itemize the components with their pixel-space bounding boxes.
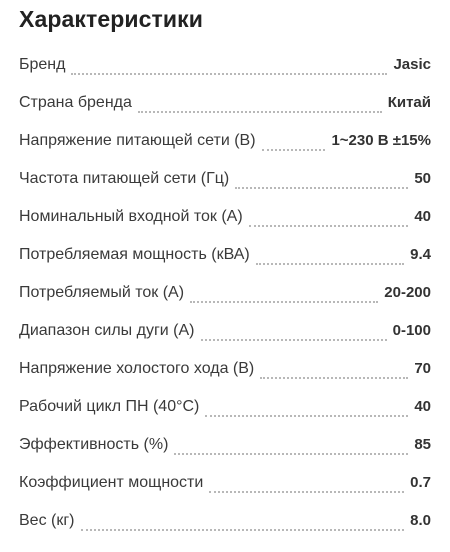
spec-row-efficiency: Эффективность (%) 85 (19, 426, 431, 464)
dotted-leader (200, 339, 387, 341)
spec-row-brand-country: Страна бренда Китай (19, 84, 431, 122)
spec-row-rated-input-current: Номинальный входной ток (А) 40 (19, 198, 431, 236)
spec-label: Вес (кг) (19, 512, 75, 529)
spec-row-power-factor: Коэффициент мощности 0.7 (19, 464, 431, 502)
spec-value: 40 (414, 208, 431, 225)
dotted-leader (205, 415, 409, 417)
spec-value: Китай (387, 94, 431, 111)
spec-value: 70 (414, 360, 431, 377)
dotted-leader (71, 73, 388, 75)
spec-value: 8.0 (410, 512, 431, 529)
spec-label: Диапазон силы дуги (А) (19, 322, 195, 339)
dotted-leader (209, 491, 405, 493)
dotted-leader (190, 301, 379, 303)
spec-label: Номинальный входной ток (А) (19, 208, 243, 225)
dotted-leader (255, 263, 405, 265)
spec-label: Эффективность (%) (19, 436, 169, 453)
spec-row-current-range: Потребляемый ток (А) 20-200 (19, 274, 431, 312)
spec-value: 0.7 (410, 474, 431, 491)
spec-list: Бренд Jasic Страна бренда Китай Напряжен… (19, 46, 431, 540)
dotted-leader (174, 453, 409, 455)
spec-label: Рабочий цикл ПН (40°C) (19, 398, 200, 415)
spec-value: Jasic (393, 56, 431, 73)
spec-value: 1~230 В ±15% (331, 132, 431, 149)
spec-label: Потребляемая мощность (кВА) (19, 246, 250, 263)
spec-label: Страна бренда (19, 94, 132, 111)
spec-row-arc-force-range: Диапазон силы дуги (А) 0-100 (19, 312, 431, 350)
spec-row-open-circuit-voltage: Напряжение холостого хода (В) 70 (19, 350, 431, 388)
spec-label: Напряжение холостого хода (В) (19, 360, 255, 377)
dotted-leader (260, 377, 409, 379)
spec-label: Бренд (19, 56, 66, 73)
spec-row-supply-voltage: Напряжение питающей сети (В) 1~230 В ±15… (19, 122, 431, 160)
spec-value: 9.4 (410, 246, 431, 263)
spec-row-weight: Вес (кг) 8.0 (19, 502, 431, 540)
section-title: Характеристики (19, 6, 203, 32)
spec-value: 0-100 (392, 322, 431, 339)
dotted-leader (261, 149, 326, 151)
spec-value: 20-200 (384, 284, 431, 301)
spec-value: 85 (414, 436, 431, 453)
spec-row-duty-cycle: Рабочий цикл ПН (40°C) 40 (19, 388, 431, 426)
dotted-leader (80, 529, 405, 531)
spec-value: 40 (414, 398, 431, 415)
spec-row-power-consumption: Потребляемая мощность (кВА) 9.4 (19, 236, 431, 274)
spec-value: 50 (414, 170, 431, 187)
spec-row-brand: Бренд Jasic (19, 46, 431, 84)
spec-row-supply-frequency: Частота питающей сети (Гц) 50 (19, 160, 431, 198)
spec-label: Частота питающей сети (Гц) (19, 170, 230, 187)
dotted-leader (235, 187, 409, 189)
spec-label: Потребляемый ток (А) (19, 284, 185, 301)
dotted-leader (137, 111, 382, 113)
dotted-leader (248, 225, 409, 227)
spec-label: Напряжение питающей сети (В) (19, 132, 256, 149)
spec-label: Коэффициент мощности (19, 474, 204, 491)
